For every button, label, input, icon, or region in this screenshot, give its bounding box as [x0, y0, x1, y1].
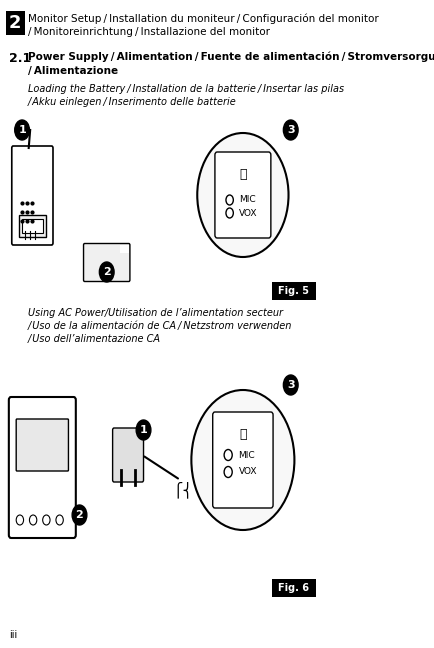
FancyBboxPatch shape: [16, 419, 68, 471]
Bar: [22, 219, 43, 233]
Text: ⏻: ⏻: [239, 428, 246, 441]
Circle shape: [283, 120, 297, 140]
Text: 2.1: 2.1: [9, 52, 31, 65]
Text: MIC: MIC: [239, 196, 255, 205]
Circle shape: [225, 208, 233, 218]
Text: 3: 3: [286, 125, 294, 135]
Text: Monitor Setup / Installation du moniteur / Configuración del monitor
/ Monitorei: Monitor Setup / Installation du moniteur…: [28, 13, 378, 37]
Text: ⎧⎨: ⎧⎨: [172, 481, 192, 498]
Circle shape: [56, 515, 63, 525]
Text: Fig. 5: Fig. 5: [277, 286, 309, 296]
Text: 2: 2: [9, 14, 21, 32]
Circle shape: [191, 390, 294, 530]
Text: 2: 2: [102, 267, 110, 277]
FancyBboxPatch shape: [9, 397, 76, 538]
FancyBboxPatch shape: [214, 152, 270, 238]
Text: VOX: VOX: [238, 467, 256, 476]
Text: ⏻: ⏻: [239, 168, 246, 181]
FancyBboxPatch shape: [271, 282, 315, 300]
Bar: [120, 245, 128, 253]
Text: iii: iii: [9, 630, 17, 640]
Circle shape: [136, 420, 151, 440]
Circle shape: [225, 195, 233, 205]
Text: Loading the Battery / Installation de la batterie / Insertar las pilas
/ Akku ei: Loading the Battery / Installation de la…: [28, 84, 343, 107]
FancyBboxPatch shape: [112, 428, 143, 482]
Text: 1: 1: [139, 425, 147, 435]
Circle shape: [43, 515, 50, 525]
Text: 2: 2: [9, 14, 21, 32]
Text: VOX: VOX: [239, 209, 257, 218]
Text: 3: 3: [286, 380, 294, 390]
Circle shape: [197, 133, 288, 257]
Circle shape: [224, 467, 232, 478]
Circle shape: [16, 515, 23, 525]
Text: Fig. 6: Fig. 6: [277, 583, 309, 593]
Circle shape: [30, 515, 37, 525]
Circle shape: [72, 505, 87, 525]
Text: Using AC Power/Utilisation de l’alimentation secteur
/ Uso de la alimentación de: Using AC Power/Utilisation de l’alimenta…: [28, 308, 292, 344]
Circle shape: [224, 450, 232, 461]
Text: Power Supply / Alimentation / Fuente de alimentación / Stromversorgung
/ Aliment: Power Supply / Alimentation / Fuente de …: [28, 52, 434, 76]
Bar: [19, 215, 46, 237]
FancyBboxPatch shape: [83, 244, 130, 281]
Text: 1: 1: [18, 125, 26, 135]
FancyBboxPatch shape: [271, 579, 315, 597]
Text: MIC: MIC: [238, 450, 254, 459]
Circle shape: [15, 120, 30, 140]
Circle shape: [99, 262, 114, 282]
Circle shape: [283, 375, 297, 395]
FancyBboxPatch shape: [12, 146, 53, 245]
FancyBboxPatch shape: [212, 412, 273, 508]
Text: 2: 2: [76, 510, 83, 520]
